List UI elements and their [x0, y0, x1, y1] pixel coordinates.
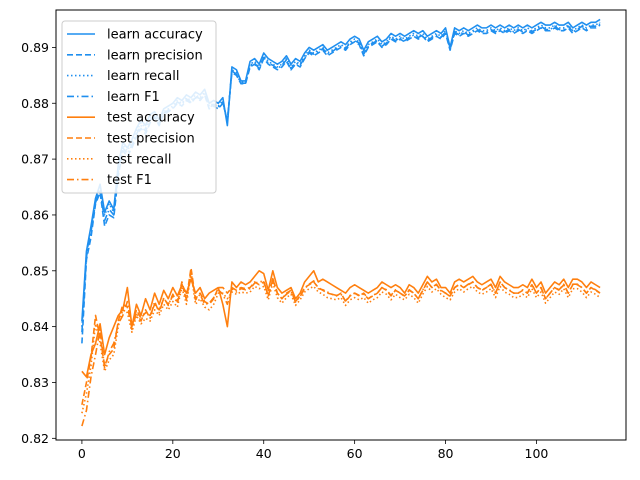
x-tick-label: 60 [347, 446, 363, 461]
legend-label-test-f1: test F1 [107, 173, 152, 188]
legend-label-learn-precision: learn precision [107, 48, 203, 63]
x-tick-label: 0 [78, 446, 86, 461]
legend-box [61, 20, 217, 194]
y-tick-label: 0.84 [21, 319, 49, 334]
y-tick-label: 0.88 [21, 96, 49, 111]
legend-label-test-accuracy: test accuracy [107, 111, 195, 126]
legend-label-learn-accuracy: learn accuracy [107, 28, 203, 43]
y-tick-label: 0.86 [21, 207, 49, 222]
y-tick-label: 0.85 [21, 263, 49, 278]
y-tick-label: 0.83 [21, 375, 49, 390]
x-tick-label: 40 [256, 446, 272, 461]
axes-frame [55, 9, 627, 441]
series-line-test-f1 [81, 271, 601, 427]
x-tick-label: 20 [165, 446, 181, 461]
x-tick-label: 80 [438, 446, 454, 461]
y-tick-label: 0.82 [21, 431, 49, 446]
series-line-test-accuracy [81, 269, 601, 378]
y-tick-label: 0.89 [21, 40, 49, 55]
x-axis: 0 20 40 60 80 100 [78, 440, 548, 461]
legend-label-test-precision: test precision [107, 132, 195, 147]
y-axis: 0.82 0.83 0.84 0.85 0.86 0.87 0.88 0.89 [21, 40, 56, 446]
legend: learn accuracy learn precision learn recal… [61, 20, 217, 194]
legend-label-test-recall: test recall [107, 152, 172, 167]
y-tick-label: 0.87 [21, 152, 49, 167]
legend-label-learn-f1: learn F1 [107, 90, 160, 105]
legend-label-learn-recall: learn recall [107, 69, 179, 84]
x-tick-label: 100 [525, 446, 549, 461]
